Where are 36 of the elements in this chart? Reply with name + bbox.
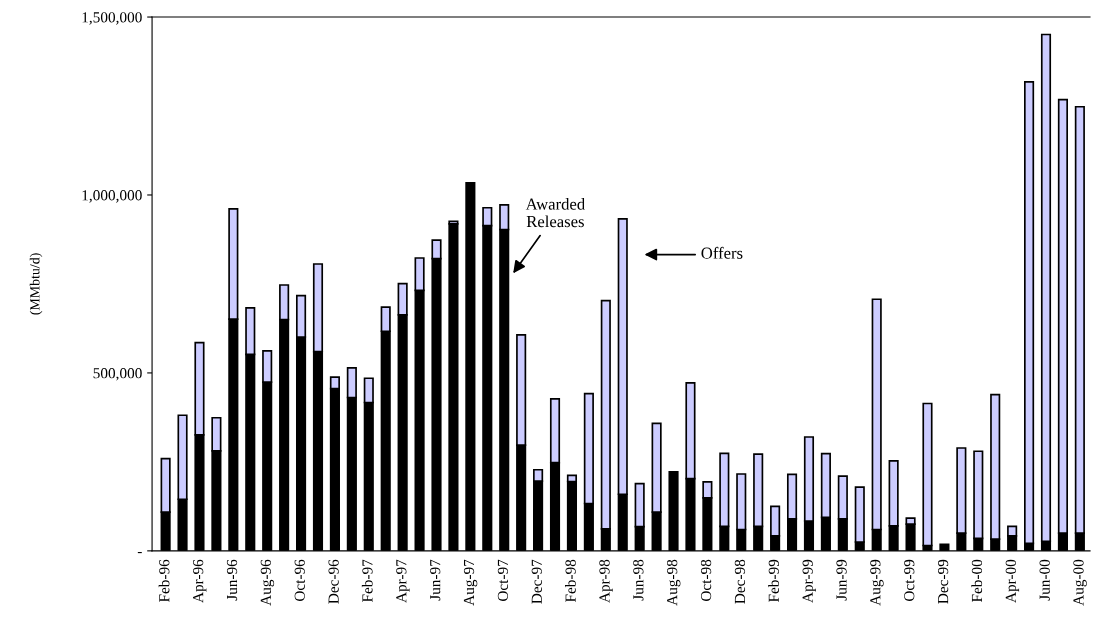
x-tick-label: Dec-97: [531, 559, 542, 604]
x-tick-label: Apr-00: [1005, 559, 1020, 603]
bar: [922, 402, 933, 547]
annotation: Offers: [701, 246, 743, 259]
x-tick-label: Feb-98: [565, 559, 576, 603]
x-tick-label: Aug-97: [463, 559, 478, 606]
x-tick-label: Apr-98: [599, 559, 613, 603]
y-tick-label: 1,000,000: [82, 190, 142, 203]
x-tick-label: Jun-99: [836, 559, 847, 601]
x-tick-label: Apr-96: [193, 559, 207, 603]
annotation: Awarded Releases: [525, 198, 585, 228]
x-tick-label: Jun-97: [430, 559, 441, 601]
x-tick-label: Feb-99: [768, 559, 779, 603]
x-tick-label: Dec-96: [328, 559, 339, 604]
x-tick-label: Apr-99: [802, 559, 816, 603]
x-tick-label: Dec-99: [937, 559, 949, 604]
x-tick-label: Dec-98: [734, 559, 746, 604]
y-axis-title: (MMbtu/d): [29, 253, 43, 315]
x-tick-label: Jun-96: [226, 559, 238, 601]
x-tick-label: Jun-00: [1039, 559, 1050, 601]
y-tick-label: 1,500,000: [82, 12, 142, 25]
y-tick-label: 500,000: [93, 368, 142, 381]
x-tick-label: Oct-96: [294, 559, 305, 601]
x-tick-label: Aug-96: [260, 559, 275, 606]
x-tick-label: Aug-99: [870, 559, 884, 606]
x-tick-label: Apr-97: [396, 559, 410, 603]
x-tick-label: Feb-97: [361, 559, 373, 603]
x-tick-label: Oct-98: [700, 559, 712, 601]
x-tick-label: Aug-98: [667, 559, 681, 606]
x-tick-label: Jun-98: [633, 559, 644, 601]
x-tick-label: Aug-00: [1073, 559, 1087, 606]
x-tick-label: Oct-99: [904, 559, 915, 601]
x-tick-label: Oct-97: [497, 559, 509, 601]
x-tick-label: Feb-00: [971, 559, 983, 603]
x-tick-label: Feb-96: [158, 559, 170, 603]
y-tick-label: -: [137, 551, 142, 554]
